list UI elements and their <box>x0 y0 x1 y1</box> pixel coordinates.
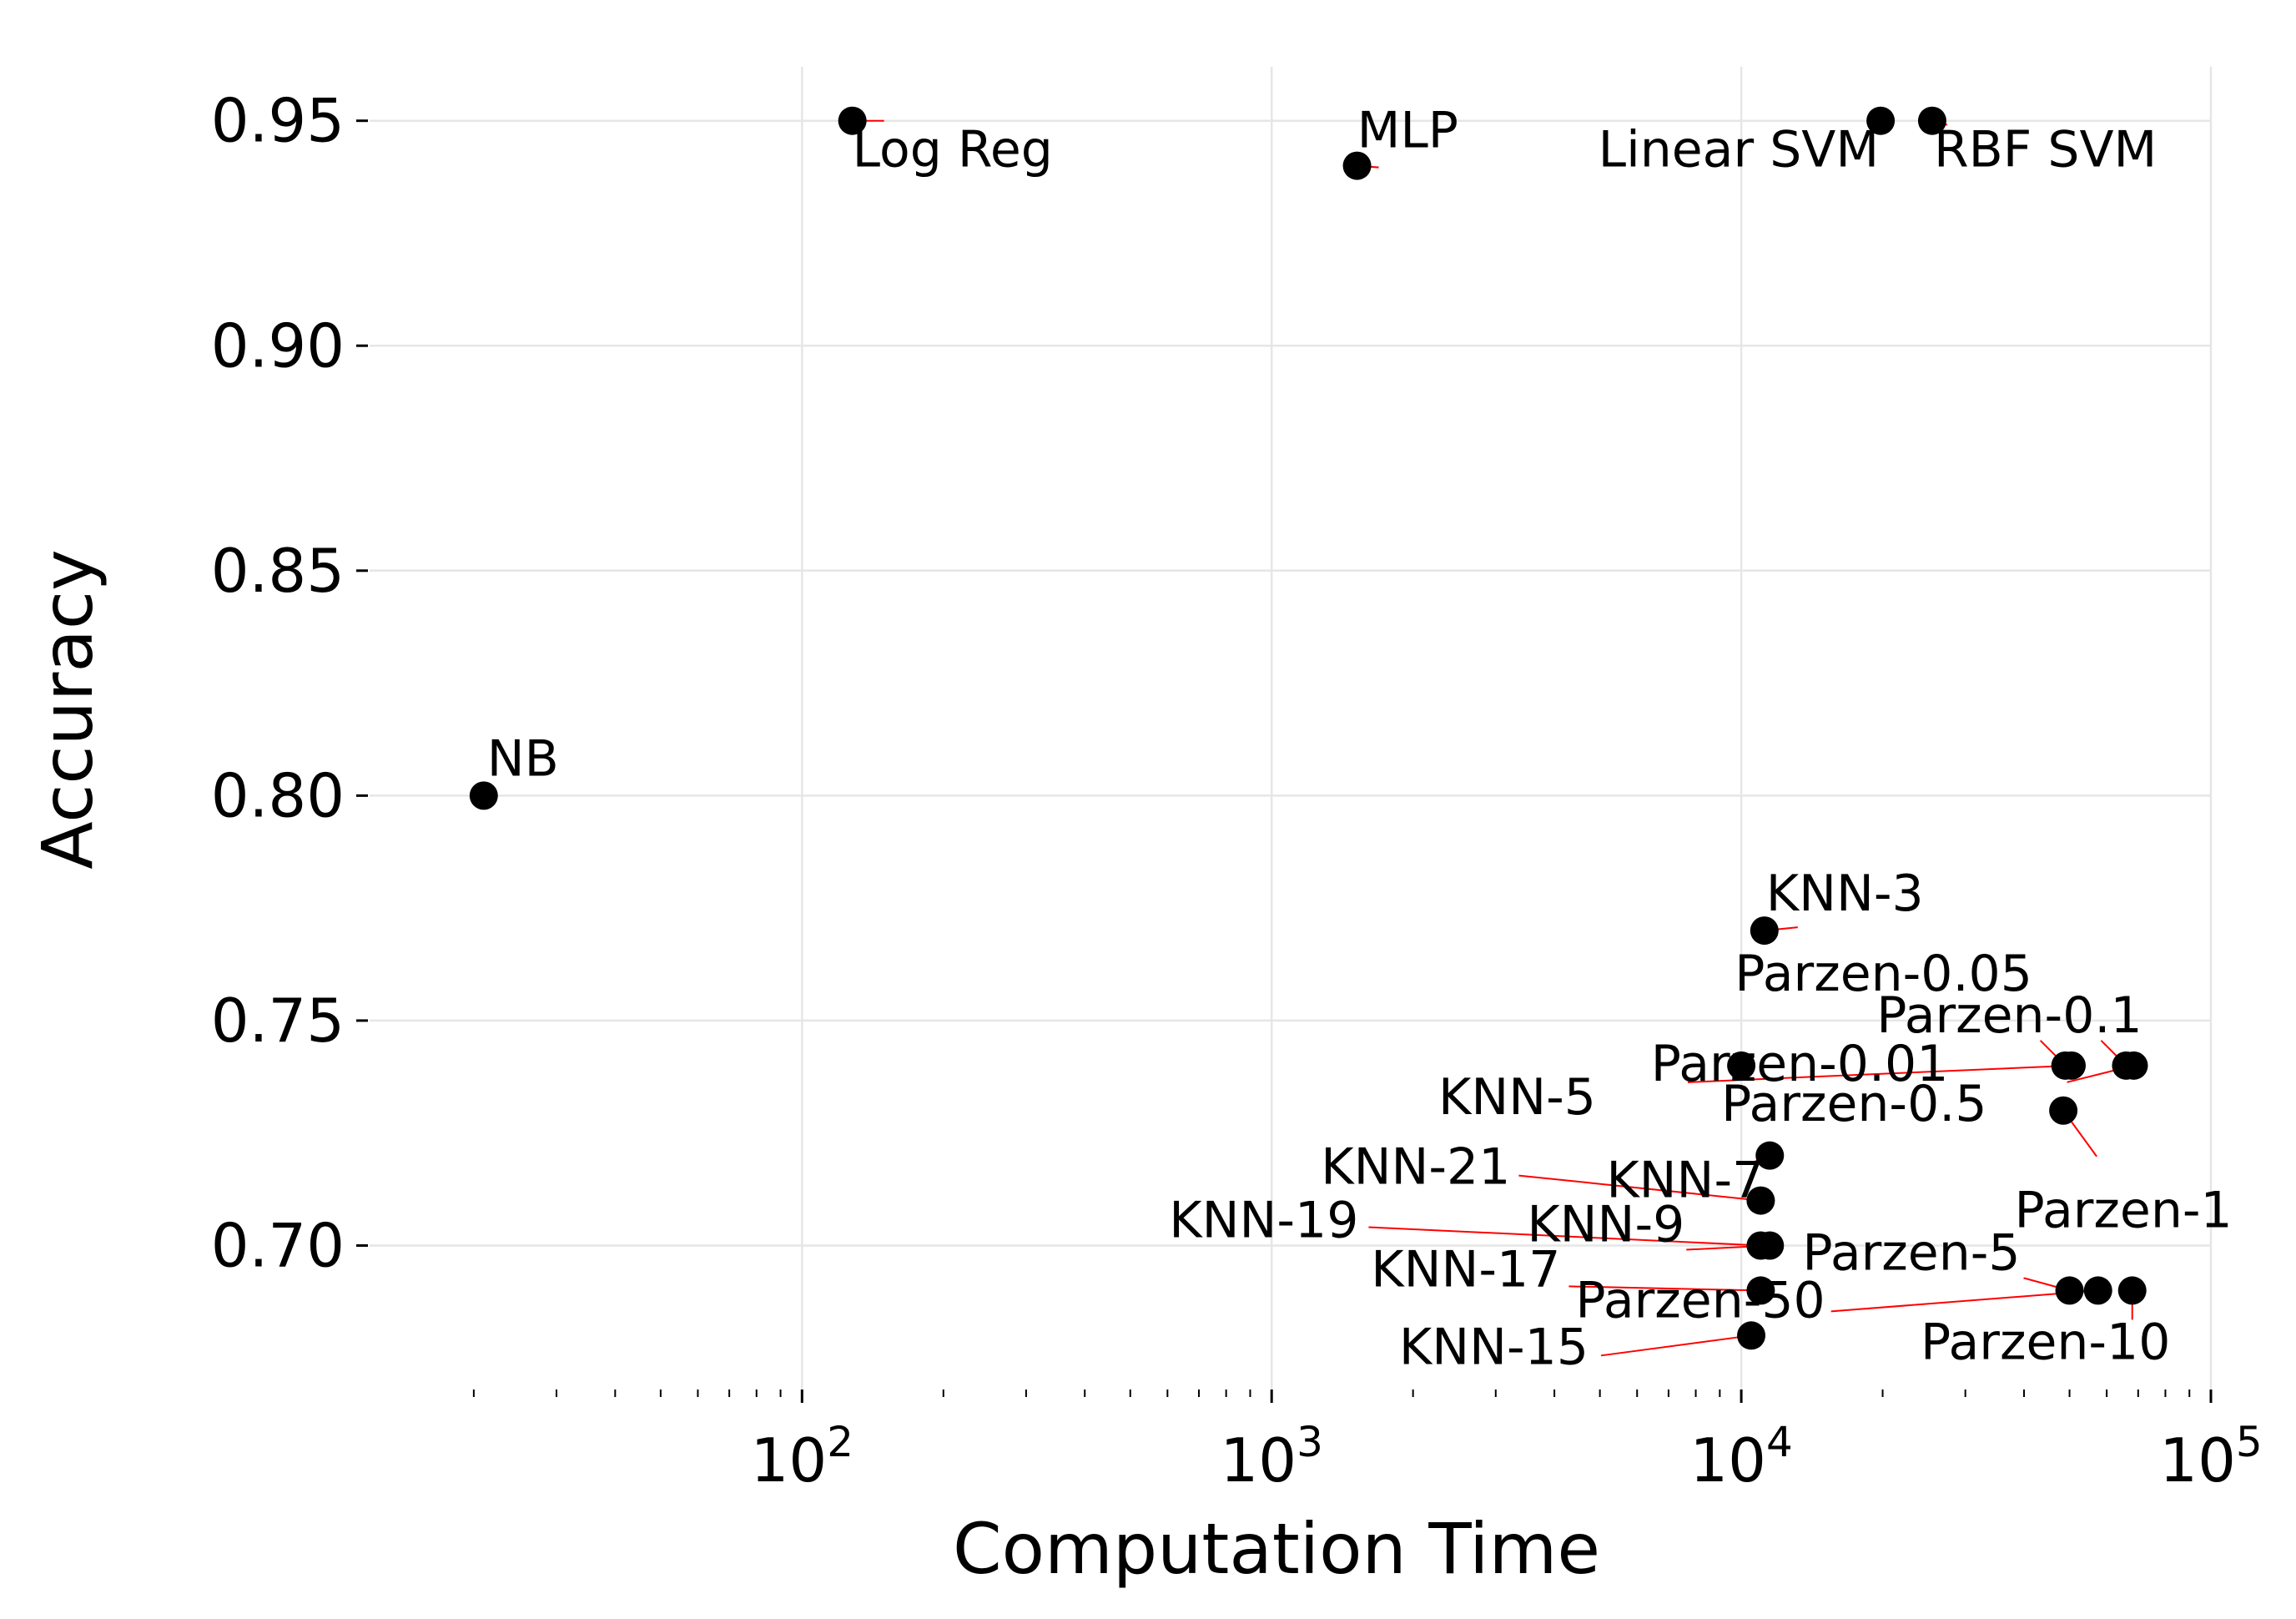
data-point <box>838 106 867 135</box>
y-tick-label: 0.90 <box>211 310 345 381</box>
point-label: Parzen-10 <box>1921 1313 2170 1371</box>
y-axis-title: Accuracy <box>27 549 108 870</box>
data-point <box>2117 1276 2147 1305</box>
annotation-arrow <box>1368 1226 1760 1245</box>
data-point <box>1746 1186 1775 1215</box>
point-label: RBF SVM <box>1934 121 2157 179</box>
annotation-arrow <box>1687 1066 2072 1083</box>
point-label: KNN-7 <box>1606 1152 1764 1210</box>
axis-ticks: 0.70 0.75 0.80 0.85 0.90 0.95 102 103 104 105 <box>211 86 2263 1495</box>
annotation-arrow <box>1568 1285 1760 1290</box>
y-tick-label: 0.80 <box>211 760 345 830</box>
x-tick-label: 103 <box>1220 1418 1322 1495</box>
point-label: NB <box>487 729 559 788</box>
data-point <box>2057 1051 2086 1080</box>
annotation-arrow <box>1600 1335 1751 1357</box>
point-label: KNN-21 <box>1321 1138 1510 1197</box>
point-label: KNN-19 <box>1169 1191 1358 1249</box>
data-point <box>1737 1321 1766 1350</box>
x-tick-label: 104 <box>1689 1418 1792 1495</box>
annotation-arrow <box>1518 1174 1760 1201</box>
point-label: Parzen-0.1 <box>1876 986 2142 1045</box>
point-label: KNN-9 <box>1527 1195 1684 1253</box>
data-points <box>469 106 2148 1350</box>
y-tick-label: 0.75 <box>211 986 345 1056</box>
point-label: KNN-17 <box>1371 1240 1560 1299</box>
point-label: Parzen-0.5 <box>1721 1075 1986 1133</box>
data-point <box>469 781 498 810</box>
point-label: KNN-15 <box>1399 1318 1589 1376</box>
grid-lines <box>370 67 2213 1390</box>
point-label: Parzen-50 <box>1575 1271 1825 1329</box>
data-point <box>2055 1276 2084 1305</box>
data-point <box>1917 106 1946 135</box>
annotation-arrow <box>1830 1290 2098 1313</box>
point-label: Parzen-0.01 <box>1651 1035 1949 1093</box>
data-point <box>1746 1276 1775 1305</box>
data-point <box>1342 151 1372 180</box>
y-tick-label: 0.95 <box>211 86 345 156</box>
data-point <box>1755 1141 1785 1170</box>
data-point <box>2083 1276 2112 1305</box>
data-point <box>1755 1231 1785 1260</box>
data-point <box>1727 1051 1756 1080</box>
y-tick-label: 0.85 <box>211 536 345 606</box>
data-point <box>2119 1051 2148 1080</box>
x-tick-label: 105 <box>2159 1418 2262 1495</box>
point-label: MLP <box>1357 102 1458 160</box>
y-tick-label: 0.70 <box>211 1210 345 1280</box>
point-labels: NB Log Reg MLP Linear SVM RBF SVM KNN-3 Parzen… <box>487 102 2233 1377</box>
point-label: KNN-3 <box>1766 865 1924 923</box>
x-axis-title: Computation Time <box>953 1508 1600 1590</box>
data-point <box>1750 916 1779 946</box>
point-label: Parzen-1 <box>2015 1182 2233 1240</box>
data-point <box>2049 1096 2078 1125</box>
annotation-arrows <box>484 121 2134 1357</box>
point-label: Parzen-0.05 <box>1735 945 2032 1003</box>
data-point <box>1866 106 1896 135</box>
point-label: KNN-5 <box>1438 1068 1596 1127</box>
point-label: Linear SVM <box>1599 121 1879 179</box>
x-tick-label: 102 <box>751 1418 853 1495</box>
point-label: Log Reg <box>853 121 1053 179</box>
point-label: Parzen-5 <box>1802 1223 2020 1282</box>
